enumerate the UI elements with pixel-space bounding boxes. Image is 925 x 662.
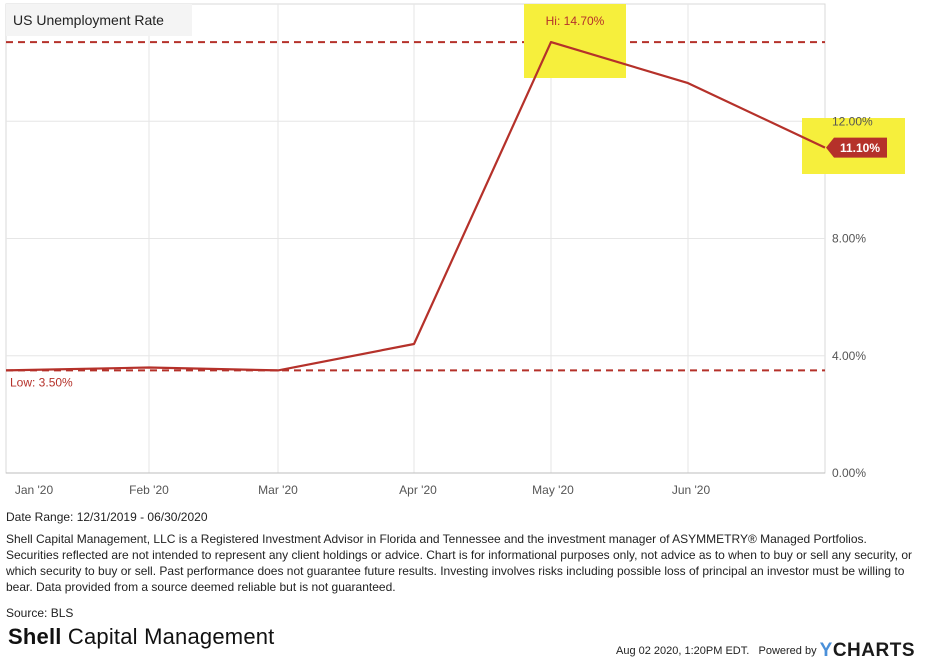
footer-credit: Aug 02 2020, 1:20PM EDT. Powered by YCHA… <box>616 640 915 662</box>
source: Source: BLS <box>6 606 74 620</box>
disclaimer: Shell Capital Management, LLC is a Regis… <box>6 532 913 594</box>
x-tick-label: Jun '20 <box>672 483 711 497</box>
x-tick-label: Apr '20 <box>399 483 437 497</box>
hi-label: Hi: 14.70% <box>546 14 605 28</box>
series-line-group <box>5 40 826 372</box>
last-value-label: 11.10% <box>840 141 880 155</box>
y-tick-label: 12.00% <box>832 114 873 128</box>
x-tick-label: May '20 <box>532 483 574 497</box>
x-tick-label: Feb '20 <box>129 483 169 497</box>
ycharts-logo: YCHARTS <box>819 640 915 661</box>
callouts: 11.10% <box>826 137 887 158</box>
title-box <box>6 4 192 36</box>
chart-title: US Unemployment Rate <box>13 12 164 28</box>
grid-lines <box>5 3 826 474</box>
axis-labels: 0.00% 4.00% 8.00% 12.00% Jan '20 Feb '20 Mar '… <box>15 114 873 497</box>
company-logo: Shell Capital Management <box>8 624 275 649</box>
y-tick-label: 8.00% <box>832 232 866 246</box>
date-range: Date Range: 12/31/2019 - 06/30/2020 <box>6 510 208 524</box>
last-value-tag <box>826 137 887 158</box>
timestamp: Aug 02 2020, 1:20PM EDT. <box>616 645 750 657</box>
powered-by: Powered by <box>758 645 817 657</box>
series-line <box>5 40 826 372</box>
y-tick-label: 4.00% <box>832 349 866 363</box>
chart-title-group: US Unemployment Rate <box>6 4 192 36</box>
y-tick-label: 0.00% <box>832 466 866 480</box>
x-tick-label: Mar '20 <box>258 483 298 497</box>
low-label: Low: 3.50% <box>10 375 73 389</box>
x-tick-label: Jan '20 <box>15 483 54 497</box>
chart: Hi: 14.70% Low: 3.50% US Unemployment Rat… <box>5 3 905 497</box>
